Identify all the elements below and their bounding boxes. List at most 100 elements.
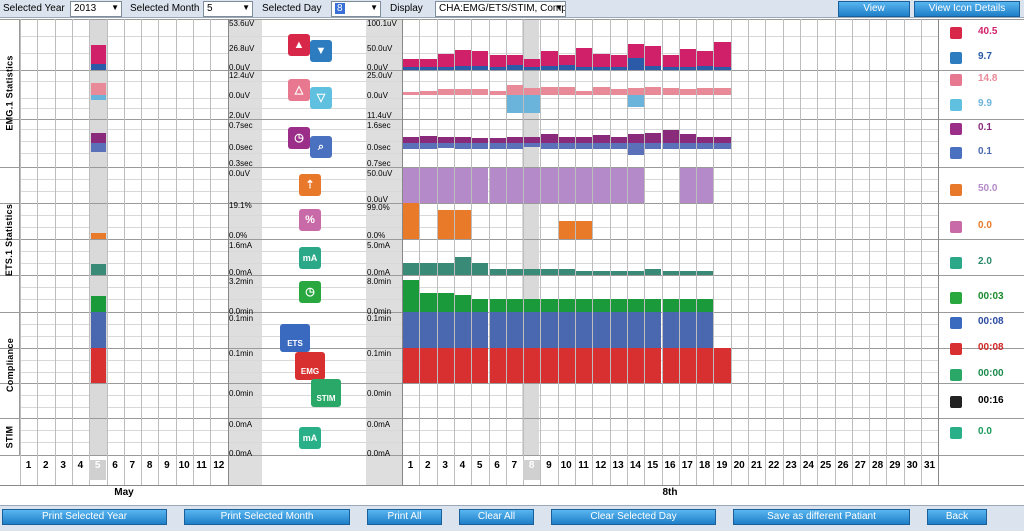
grid-vline: [869, 19, 871, 485]
emg-onset-bar: [645, 133, 662, 143]
compliance-ets-bar: [593, 312, 610, 348]
right-value-8: 0.0: [978, 220, 992, 231]
month-day-label: 10: [178, 460, 190, 471]
right-scale-label: 11.4uV: [367, 111, 392, 120]
day-label: 15: [647, 460, 659, 471]
arrow-up-icon: ▲: [288, 34, 310, 56]
ets-level-bar: [541, 168, 558, 203]
view-icon-details-button[interactable]: View Icon Details: [914, 1, 1020, 17]
emg-rise-bar: [662, 88, 679, 95]
grid-vline: [488, 19, 490, 485]
emg-offset-bar: [627, 143, 645, 155]
left-scale-label: 0.0sec: [229, 143, 253, 152]
toolbar: Selected Year 2013 ▼ Selected Month 5 ▼ Se…: [0, 0, 1024, 18]
emg-offset-bar: [489, 143, 506, 149]
day-label: 27: [854, 460, 866, 471]
grid-hline: [20, 36, 938, 37]
arrow-down-icon: [950, 52, 962, 64]
ets-section-text: ETS.1 Statistics: [4, 203, 15, 276]
grid-vline: [54, 19, 56, 485]
emg-offset-bar: [558, 143, 575, 149]
left-scale-label: 3.2min: [229, 277, 254, 286]
left-scale-label: 0.0mA: [229, 268, 253, 277]
emg-section-label: EMG.1 Statistics: [0, 19, 20, 167]
day-label: 17: [681, 460, 693, 471]
compliance-ets-bar: [454, 312, 472, 348]
right-scale-label: 0.0uV: [367, 195, 388, 204]
ets-time-bar: [524, 299, 541, 312]
back-button[interactable]: Back: [927, 509, 987, 525]
compliance-ets-bar: [541, 312, 558, 348]
right-scale-label: 50.0uV: [367, 44, 393, 53]
compliance-emg-bar: [610, 348, 627, 383]
day-label: 11: [578, 460, 589, 471]
grid-vline: [886, 19, 888, 485]
display-select[interactable]: CHA:EMG/ETS/STIM, Comp ▼: [435, 1, 566, 17]
right-value-10: 00:03: [978, 291, 1004, 302]
day-label: 29: [889, 460, 901, 471]
ets-ma-bar: [697, 271, 714, 275]
view-button[interactable]: View: [838, 1, 910, 17]
chevron-down-icon: ▼: [555, 3, 563, 12]
ets-level-bar: [697, 168, 714, 203]
day-label: 12: [595, 460, 607, 471]
month-value: 5: [207, 3, 213, 14]
day-select[interactable]: 8 ▼: [331, 1, 381, 17]
ets-time-bar: [679, 299, 697, 312]
print-selected-month-button[interactable]: Print Selected Month: [184, 509, 350, 525]
right-scale-label: 25.0uV: [367, 71, 393, 80]
emg-rise-bar: [420, 90, 437, 95]
month-day-label: 3: [60, 460, 66, 471]
grid-vline: [713, 19, 715, 485]
grid-hline: [20, 430, 938, 431]
grid-vline: [592, 19, 594, 485]
month-day-label: 11: [196, 460, 207, 471]
right-scale-label: 0.0min: [367, 389, 392, 398]
ets-time-bar: [472, 299, 489, 312]
year-select[interactable]: 2013 ▼: [70, 1, 122, 17]
emg-avg-bar: [610, 55, 627, 70]
clear-selected-day-button[interactable]: Clear Selected Day: [551, 509, 716, 525]
compliance-ets-bar: [645, 312, 662, 348]
ets-time-bar: [541, 299, 558, 312]
emg-onset-bar: [403, 137, 420, 143]
arrow-down-icon: ▼: [310, 40, 332, 62]
month-day-label: 8: [146, 460, 153, 471]
day-label: 19: [716, 460, 728, 471]
left-scale-label: 53.6uV: [229, 19, 255, 28]
emg-offset-bar: [472, 143, 489, 149]
right-value-15: 0.0: [978, 426, 992, 437]
emg-avg-bar: [714, 42, 731, 70]
day-label: 13: [612, 460, 624, 471]
month-select[interactable]: 5 ▼: [203, 1, 253, 17]
emg-avg-bar: [593, 54, 610, 70]
year-label: Selected Year: [3, 3, 65, 14]
right-scale-label: 0.1min: [367, 349, 392, 358]
ets-ma-bar: [454, 257, 472, 275]
clock-icon: [950, 123, 962, 135]
clear-all-button[interactable]: Clear All: [459, 509, 534, 525]
right-scale-label: 0.0uV: [367, 63, 388, 72]
ets-level-bar: [420, 168, 437, 203]
ets-level-bar: [627, 168, 645, 203]
month-fall-bar: [91, 95, 106, 100]
emg-offset-bar: [541, 143, 558, 149]
stim-ma-icon: [950, 427, 962, 439]
day-axis-label: 8th: [662, 487, 678, 498]
save-different-patient-button[interactable]: Save as different Patiant: [733, 509, 910, 525]
chevron-down-icon: ▼: [111, 3, 119, 12]
ets-time-bar: [645, 299, 662, 312]
print-all-button[interactable]: Print All: [367, 509, 442, 525]
display-value: CHA:EMG/ETS/STIM, Comp: [439, 3, 566, 14]
grid-vline: [523, 19, 525, 485]
emg-rise-bar: [472, 88, 489, 95]
emg-avg-bar: [645, 46, 662, 70]
day-label: 14: [629, 460, 641, 471]
left-scale-panel: [228, 19, 262, 485]
grid-vline: [817, 19, 819, 485]
print-selected-year-button[interactable]: Print Selected Year: [2, 509, 167, 525]
month-rise-bar: [91, 83, 106, 95]
month-compliance-emg-bar: [91, 348, 106, 383]
grid-hline: [20, 442, 938, 443]
left-scale-label: 0.0mA: [229, 420, 253, 429]
